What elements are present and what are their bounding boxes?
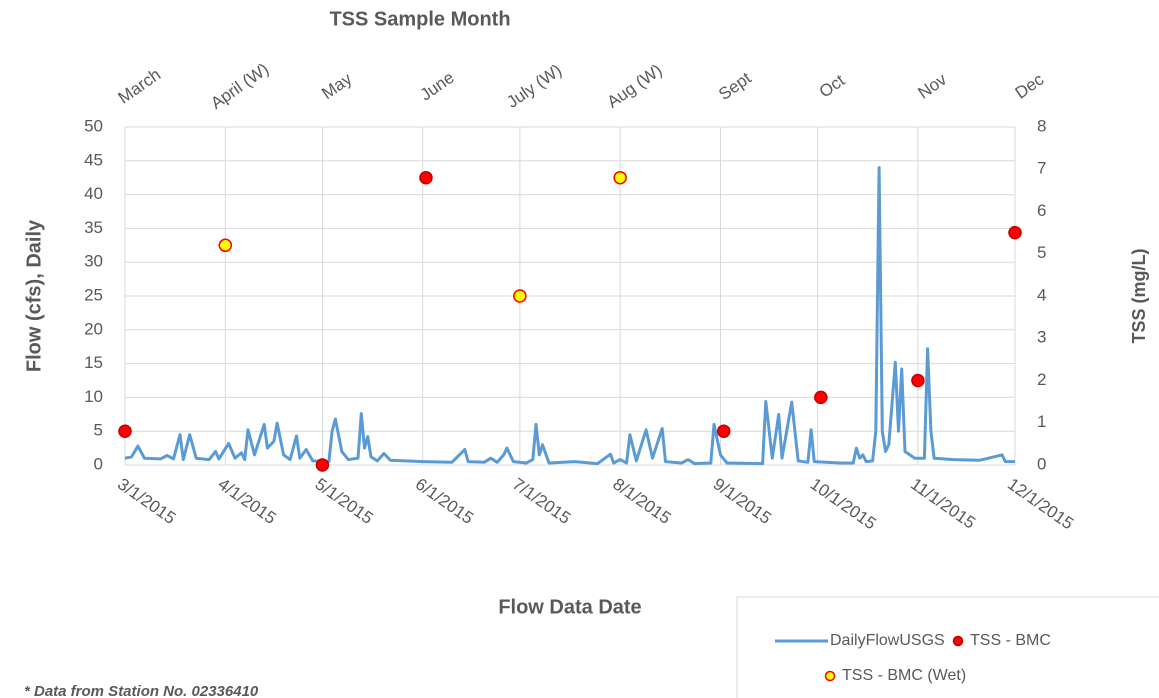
y2-tick-label: 4 — [1037, 285, 1046, 304]
footnote: * Data from Station No. 02336410 — [24, 683, 259, 698]
tss-point — [419, 170, 433, 185]
x2-tick-label: June — [417, 68, 458, 105]
legend-label: DailyFlowUSGS — [830, 632, 945, 649]
y-tick-label: 15 — [84, 353, 103, 372]
y-axis-title: Flow (cfs), Daily — [23, 219, 45, 372]
tss-point — [716, 424, 731, 438]
x2-tick-label: April (W) — [207, 59, 272, 112]
x2-tick-label: Dec — [1012, 69, 1048, 102]
tss-point — [613, 170, 627, 185]
y2-tick-label: 3 — [1037, 328, 1046, 347]
y-tick-label: 20 — [84, 319, 103, 338]
x-tick-label: 7/1/2015 — [509, 474, 574, 528]
flow-line — [124, 166, 1015, 466]
x-tick-label: 12/1/2015 — [1004, 474, 1077, 533]
legend-box — [736, 596, 1159, 698]
x-tick-label: 10/1/2015 — [807, 474, 880, 533]
tss-point — [315, 458, 330, 472]
y-tick-label: 40 — [84, 184, 103, 203]
y-tick-label: 5 — [94, 421, 103, 440]
y2-tick-label: 7 — [1037, 159, 1046, 178]
x2-tick-label: Aug (W) — [604, 61, 666, 112]
x2-tick-label: Oct — [816, 71, 849, 102]
x-tick-label: 11/1/2015 — [907, 474, 979, 532]
x-tick-label: 9/1/2015 — [710, 474, 775, 528]
y-tick-label: 45 — [84, 150, 103, 169]
tss-point — [513, 289, 527, 303]
y2-tick-label: 8 — [1037, 116, 1046, 135]
x-tick-label: 5/1/2015 — [312, 474, 377, 528]
x2-tick-label: Nov — [914, 69, 950, 102]
x-axis-title: Flow Data Date — [498, 596, 641, 618]
y2-tick-label: 6 — [1037, 201, 1046, 220]
x-tick-label: 3/1/2015 — [114, 474, 179, 528]
tss-point — [1008, 225, 1022, 240]
legend-label: TSS - BMC — [970, 632, 1051, 649]
tss-point — [118, 424, 132, 438]
tss-point — [814, 390, 828, 405]
tss-point — [911, 373, 925, 388]
y-tick-label: 35 — [84, 218, 103, 237]
y-tick-label: 0 — [94, 454, 103, 473]
x-tick-label: 8/1/2015 — [609, 474, 674, 528]
x2-axis-title: TSS Sample Month — [329, 8, 510, 30]
x-tick-label: 4/1/2015 — [214, 474, 279, 528]
y2-tick-label: 5 — [1037, 243, 1046, 262]
y2-tick-label: 0 — [1037, 454, 1046, 473]
y-tick-label: 30 — [84, 252, 103, 271]
y-tick-label: 10 — [84, 387, 103, 406]
tss-point — [218, 238, 233, 253]
x2-tick-label: Sept — [715, 68, 755, 104]
x2-tick-label: May — [318, 69, 356, 103]
y2-axis-title: TSS (mg/L) — [1129, 249, 1149, 344]
legend-swatch — [952, 635, 964, 647]
y-tick-label: 50 — [84, 116, 103, 135]
y-tick-label: 25 — [84, 285, 103, 304]
x2-tick-label: March — [115, 65, 165, 108]
legend-label: TSS - BMC (Wet) — [842, 667, 966, 684]
legend-swatch — [824, 670, 836, 682]
x-tick-label: 6/1/2015 — [412, 474, 477, 528]
x2-tick-label: July (W) — [503, 61, 565, 112]
y2-tick-label: 1 — [1037, 412, 1046, 431]
y2-tick-label: 2 — [1037, 370, 1046, 389]
